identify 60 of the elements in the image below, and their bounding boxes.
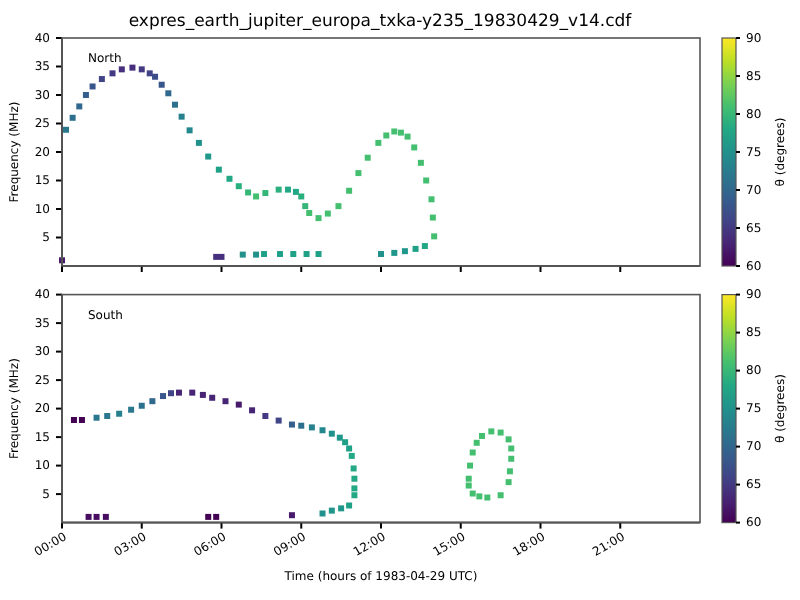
point [508,445,515,452]
point [338,505,345,512]
point [78,417,85,423]
point [209,394,216,401]
point [484,494,491,501]
point [505,479,512,486]
point [213,513,220,520]
point [476,493,483,500]
point [497,492,504,499]
point [469,490,476,497]
point [298,422,305,429]
point [262,413,269,420]
point [70,417,77,423]
point [488,428,495,435]
point [235,401,242,408]
point [479,432,486,439]
point [505,436,512,443]
point [467,462,474,469]
point [275,417,282,424]
point [506,468,513,475]
point [93,414,100,421]
point [336,434,343,441]
point [128,406,135,413]
chart-title: expres_earth_jupiter_europa_txka-y235_19830429_v14.cdf [128,12,634,32]
point [199,391,206,398]
point [473,439,480,446]
point [350,465,357,472]
point [319,510,326,517]
point [149,398,156,405]
point [465,482,472,489]
point [342,439,349,446]
point [249,407,256,414]
point [116,410,123,417]
point [328,430,335,437]
point [508,455,515,462]
point [104,413,111,420]
point [175,389,182,396]
point [319,427,326,434]
point [351,492,358,499]
point [167,390,174,397]
point [222,398,229,405]
point [346,445,353,452]
point [351,485,358,492]
point [469,449,476,456]
point [497,429,504,436]
point [102,513,109,520]
point [189,389,196,396]
point [205,513,212,520]
point [85,513,92,520]
point [465,475,472,482]
point [288,512,295,519]
point [346,502,353,509]
point [288,421,295,428]
point [351,475,358,482]
point [93,513,100,520]
point [328,507,335,514]
point [308,424,315,431]
point [138,402,145,409]
point [160,393,167,400]
point [348,452,355,459]
